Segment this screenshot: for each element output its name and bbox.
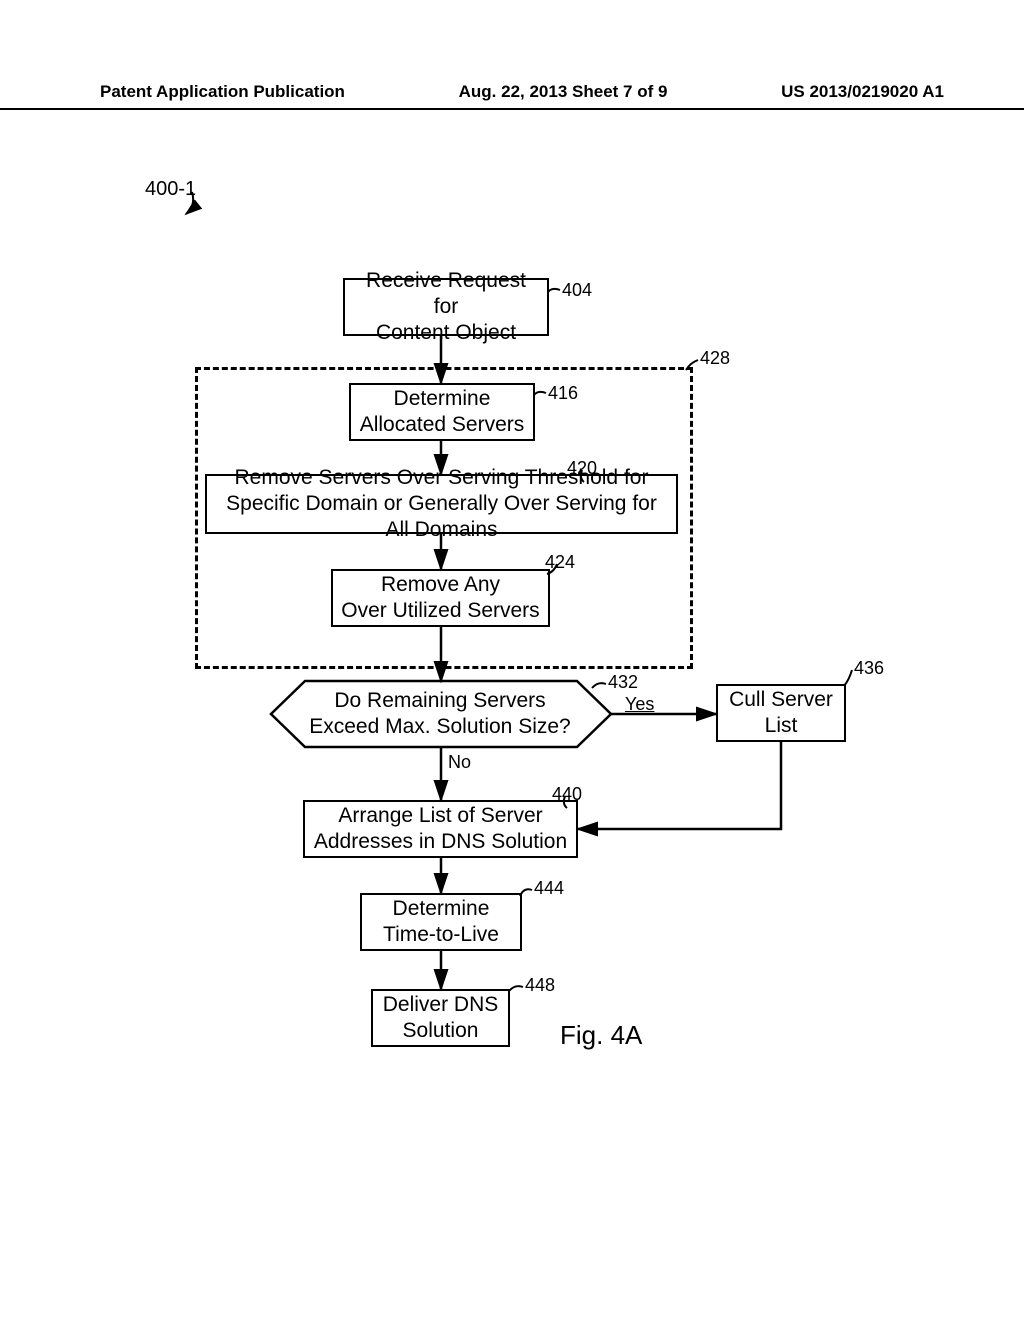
node-text: Determine Time-to-Live bbox=[383, 896, 499, 949]
node-determine-allocated: Determine Allocated Servers bbox=[349, 383, 535, 441]
figure-title: Fig. 4A bbox=[560, 1020, 642, 1051]
ref-432: 432 bbox=[608, 672, 638, 693]
node-arrange-list: Arrange List of Server Addresses in DNS … bbox=[303, 800, 578, 858]
node-text: Remove Servers Over Serving Threshold fo… bbox=[215, 465, 668, 544]
ref-428: 428 bbox=[700, 348, 730, 369]
header-left: Patent Application Publication bbox=[100, 82, 345, 102]
node-text: Do Remaining Servers Exceed Max. Solutio… bbox=[309, 689, 570, 738]
node-cull-server-list: Cull Server List bbox=[716, 684, 846, 742]
ref-436: 436 bbox=[854, 658, 884, 679]
node-text: Cull Server List bbox=[729, 687, 833, 740]
node-text: Deliver DNS Solution bbox=[383, 992, 499, 1045]
patent-page: Patent Application Publication Aug. 22, … bbox=[0, 0, 1024, 1320]
edge-label-yes: Yes bbox=[625, 694, 654, 715]
node-decision-text: Do Remaining Servers Exceed Max. Solutio… bbox=[290, 688, 590, 741]
edge-label-no: No bbox=[448, 752, 471, 773]
header-center: Aug. 22, 2013 Sheet 7 of 9 bbox=[459, 82, 668, 102]
node-remove-threshold: Remove Servers Over Serving Threshold fo… bbox=[205, 474, 678, 534]
ref-440: 440 bbox=[552, 784, 582, 805]
ref-424: 424 bbox=[545, 552, 575, 573]
node-determine-ttl: Determine Time-to-Live bbox=[360, 893, 522, 951]
node-text: Receive Request for Content Object bbox=[353, 268, 539, 347]
figure-reference-label: 400-1 bbox=[145, 178, 196, 201]
ref-404: 404 bbox=[562, 280, 592, 301]
ref-444: 444 bbox=[534, 878, 564, 899]
header-right: US 2013/0219020 A1 bbox=[781, 82, 944, 102]
node-text: Determine Allocated Servers bbox=[360, 386, 525, 439]
ref-420: 420 bbox=[567, 458, 597, 479]
node-receive-request: Receive Request for Content Object bbox=[343, 278, 549, 336]
ref-416: 416 bbox=[548, 383, 578, 404]
node-text: Remove Any Over Utilized Servers bbox=[341, 572, 539, 625]
ref-448: 448 bbox=[525, 975, 555, 996]
node-remove-overutilized: Remove Any Over Utilized Servers bbox=[331, 569, 550, 627]
node-text: Arrange List of Server Addresses in DNS … bbox=[314, 803, 567, 856]
page-header: Patent Application Publication Aug. 22, … bbox=[0, 82, 1024, 110]
node-deliver-dns: Deliver DNS Solution bbox=[371, 989, 510, 1047]
